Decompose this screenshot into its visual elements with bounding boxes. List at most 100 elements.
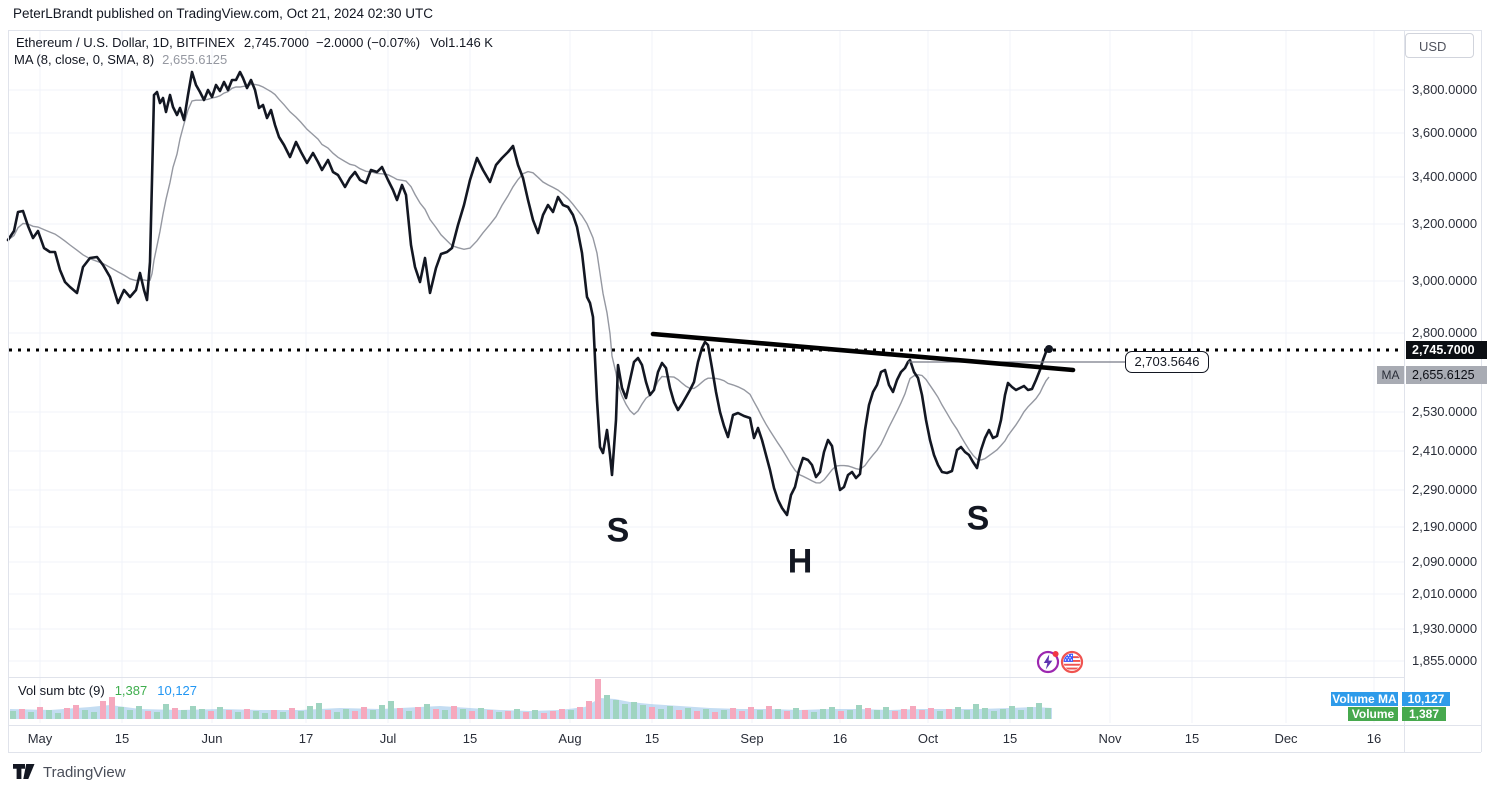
volume-bar [1000,709,1006,719]
volume-bar [568,710,574,719]
volume-bar [757,710,763,719]
symbol-title[interactable]: Ethereum / U.S. Dollar, 1D, BITFINEX [16,35,235,50]
volume-bar [244,709,250,719]
frame-top-border [8,30,1481,31]
us-flag-icon[interactable] [1060,650,1084,674]
volume-bar [316,703,322,719]
volume-bar [892,711,898,719]
volume-bar [442,710,448,719]
volume-bar [424,704,430,719]
volume-ma-area [10,698,1052,719]
volume-bar [343,709,349,719]
price-tick-label: 3,600.0000 [1412,125,1478,140]
currency-toggle-button[interactable]: USD [1405,33,1474,58]
head-label[interactable]: H [787,542,813,581]
price-scale-separator[interactable] [1404,30,1405,752]
volume-bar [586,701,592,719]
volume-bar [154,712,160,719]
price-tick-label: 2,290.0000 [1412,482,1478,497]
price-tick-label: 2,800.0000 [1412,325,1478,340]
volume-bar [280,712,286,719]
volume-bar [73,705,79,719]
time-tick-label: Nov [1098,731,1122,746]
volume-bar [694,711,700,719]
volume-bar [262,713,268,719]
volume-bar [181,710,187,719]
volume-bar [451,706,457,719]
volume-bar [334,712,340,719]
volume-bar [397,708,403,719]
time-tick-label: Aug [558,731,582,746]
price-scale[interactable]: USD 3,800.0000 3,600.0000 3,400.0000 3,200.… [1405,30,1489,725]
ma-line [7,83,1050,484]
volume-bar [667,706,673,719]
volume-indicator-label[interactable]: Vol sum btc (9) [18,683,105,698]
volume-bar [838,711,844,719]
trendline-drawing[interactable] [650,331,1076,373]
time-tick-label: 15 [1002,731,1018,746]
flash-idea-icon[interactable] [1036,650,1060,674]
volume-bar [820,709,826,719]
volume-bar [1018,710,1024,719]
volume-bar [613,700,619,719]
volume-bar [730,708,736,719]
left-shoulder-label[interactable]: S [606,511,630,550]
volume-bar [379,705,385,719]
price-line [6,70,1051,517]
volume-bar [64,708,70,719]
symbol-legend-row[interactable]: Ethereum / U.S. Dollar, 1D, BITFINEX 2,74… [16,35,493,50]
time-scale[interactable]: May 15 Jun 17 Jul 15 Aug 15 Sep 16 Oct 15 Nov 15 Dec 16 [0,725,1481,752]
trendline-price-callout[interactable]: 2,703.5646 [1125,351,1209,373]
volume-bar [1036,703,1042,719]
last-price-marker [1045,345,1053,353]
published-byline: PeterLBrandt published on TradingView.co… [13,6,434,21]
volume-bar [712,712,718,719]
volume-bar [802,710,808,719]
price-tick-label: 3,800.0000 [1412,82,1478,97]
price-tick-label: 2,010.0000 [1412,586,1478,601]
tradingview-logo-icon [13,764,35,779]
right-shoulder-label[interactable]: S [966,499,990,538]
price-tick-label: 1,855.0000 [1412,653,1478,668]
tradingview-footer-link[interactable]: TradingView [13,761,126,783]
pane-separator[interactable] [8,677,1404,678]
volume-bar [829,707,835,719]
volume-bar [811,712,817,719]
volume-bar [10,711,16,719]
volume-bar [235,712,241,719]
time-tick-label: May [27,731,53,746]
volume-ma-axis-value: 10,127 [1402,692,1450,706]
volume-bar [478,708,484,719]
time-tick-label: 15 [1184,731,1200,746]
volume-bar [631,702,637,719]
volume-legend-row[interactable]: Vol sum btc (9) 1,387 10,127 [18,683,197,698]
time-tick-label: 16 [832,731,848,746]
volume-bar [496,712,502,719]
volume-bar [118,707,124,719]
volume-bar [703,709,709,719]
volume-bar [469,711,475,719]
idea-markers[interactable] [1036,648,1086,676]
volume-bar [100,701,106,719]
tradingview-brand-text: TradingView [43,763,126,781]
volume-bar [325,710,331,719]
ma-indicator-label[interactable]: MA (8, close, 0, SMA, 8) [14,52,155,67]
volume-bar [793,708,799,719]
volume-bar [640,705,646,719]
ma-legend-row[interactable]: MA (8, close, 0, SMA, 8) 2,655.6125 [14,52,227,67]
volume-bar [766,706,772,719]
volume-bar [226,710,232,719]
volume-axis-value: 1,387 [1402,707,1446,721]
volume-bar [172,708,178,719]
volume-bar [685,708,691,719]
volume-bar [865,708,871,719]
volume-axis-label: Volume [1348,707,1398,721]
volume-bar [883,707,889,719]
volume-bar [649,707,655,719]
time-tick-label: Oct [917,731,939,746]
volume-bar [208,711,214,719]
time-tick-label: Jul [379,731,397,746]
volume-bar [127,710,133,719]
frame-bottom-border [8,752,1481,753]
volume-bar [973,704,979,719]
